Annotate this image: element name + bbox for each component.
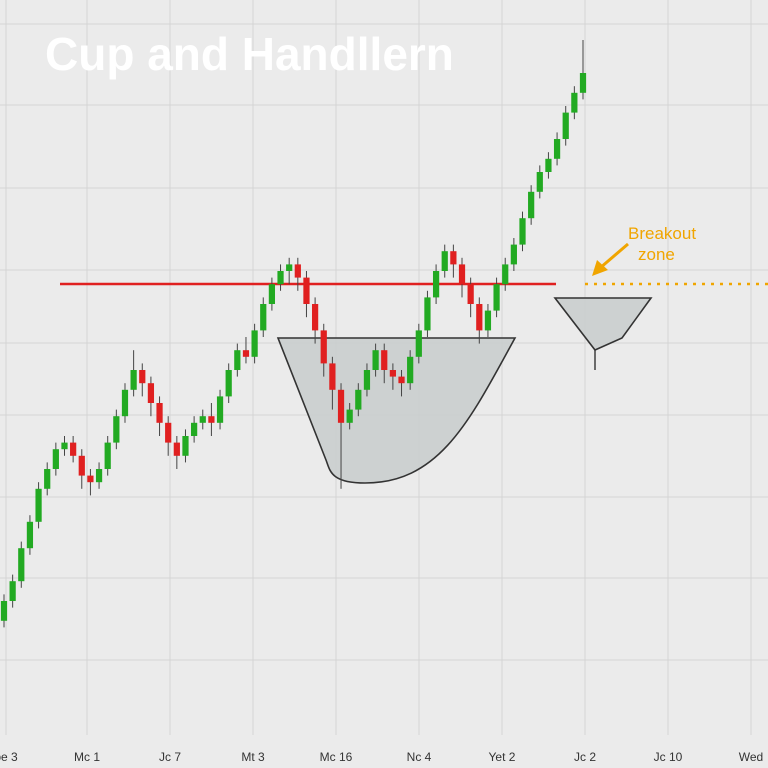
candle-up	[579, 73, 587, 93]
candle-up	[130, 370, 137, 390]
pattern-shapes	[276, 297, 653, 484]
candle-down	[398, 376, 405, 384]
candle-up	[182, 436, 189, 456]
breakout-arrow-head	[592, 260, 608, 276]
x-tick-label: Mc 1	[74, 750, 100, 764]
candle-up	[415, 330, 422, 357]
x-tick-label: Mt 3	[241, 750, 265, 764]
candle-up	[251, 330, 258, 357]
candle-up	[191, 422, 198, 436]
candle-down	[467, 284, 474, 304]
candle-down	[389, 370, 396, 377]
candle-up	[432, 271, 440, 298]
breakout-annotation: Breakout zone	[592, 224, 696, 276]
annotation-line-1: Breakout	[628, 224, 696, 243]
candle-up	[9, 581, 16, 601]
candle-up	[26, 521, 34, 549]
candle-up	[260, 304, 267, 331]
candle-up	[95, 469, 103, 483]
candle-down	[476, 304, 483, 331]
candle-up	[268, 284, 276, 304]
candle-up	[407, 356, 414, 384]
handle-shape	[553, 297, 653, 351]
candle-down	[87, 475, 94, 483]
candle-down	[173, 442, 180, 456]
x-tick-label: Nc 4	[407, 750, 432, 764]
candle-up	[286, 264, 293, 271]
candle-down	[329, 363, 336, 390]
candle-down	[381, 350, 388, 370]
candle-up	[44, 469, 51, 489]
candle-up	[528, 191, 535, 219]
candle-up	[234, 350, 241, 370]
x-tick-label: Mc 16	[320, 750, 353, 764]
candle-down	[303, 277, 310, 304]
candle-up	[441, 251, 448, 271]
candle-up	[18, 548, 25, 582]
candle-down	[208, 416, 215, 423]
cup-shape	[276, 337, 517, 484]
candle-down	[165, 422, 172, 443]
candle-up	[199, 416, 206, 423]
x-tick-label: Jc 7	[159, 750, 181, 764]
candle-up	[121, 389, 129, 417]
candle-up	[277, 271, 284, 285]
candle-up	[355, 389, 362, 410]
x-tick-label: Yet 2	[489, 750, 516, 764]
candle-up	[113, 416, 120, 443]
annotation-line-2: zone	[638, 245, 675, 264]
candle-up	[484, 310, 492, 331]
candle-up	[510, 244, 517, 265]
candle-down	[337, 389, 345, 423]
candle-up	[216, 396, 224, 423]
candle-down	[70, 442, 77, 456]
candle-up	[0, 601, 8, 621]
candle-down	[320, 330, 327, 364]
candle-up	[35, 488, 42, 522]
x-tick-label: Wed	[739, 750, 763, 764]
x-tick-label: Jc 2	[574, 750, 596, 764]
candle-up	[225, 370, 232, 397]
candle-up	[104, 442, 111, 469]
candle-up	[545, 158, 552, 172]
candle-up	[536, 172, 543, 192]
candle-down	[294, 264, 301, 278]
candle-up	[424, 297, 431, 331]
candle-up	[363, 370, 371, 390]
candle-up	[562, 112, 569, 139]
candle-down	[311, 304, 319, 331]
candle-down	[450, 251, 457, 265]
candle-up	[346, 409, 353, 423]
candles	[0, 40, 587, 628]
candle-up	[519, 218, 526, 245]
candle-up	[553, 139, 561, 159]
candle-up	[52, 449, 59, 469]
candle-down	[156, 403, 163, 423]
x-tick-label: pe 3	[0, 750, 18, 764]
candle-up	[502, 264, 509, 285]
candle-up	[493, 284, 500, 311]
candle-down	[147, 383, 155, 403]
candle-up	[372, 350, 379, 370]
candle-down	[78, 455, 85, 476]
chart-title: Cup and Handllern	[45, 28, 454, 80]
candle-up	[571, 92, 578, 113]
grid	[0, 0, 768, 735]
candle-up	[61, 442, 68, 450]
candle-down	[139, 370, 146, 384]
x-axis-ticks: pe 3 Mc 1 Jc 7 Mt 3 Mc 16 Nc 4 Yet 2 Jc 2 Jc 10 W…	[0, 750, 763, 764]
candle-down	[242, 350, 250, 357]
x-tick-label: Jc 10	[654, 750, 683, 764]
breakout-arrow-shaft	[599, 242, 629, 270]
candle-down	[458, 264, 466, 285]
